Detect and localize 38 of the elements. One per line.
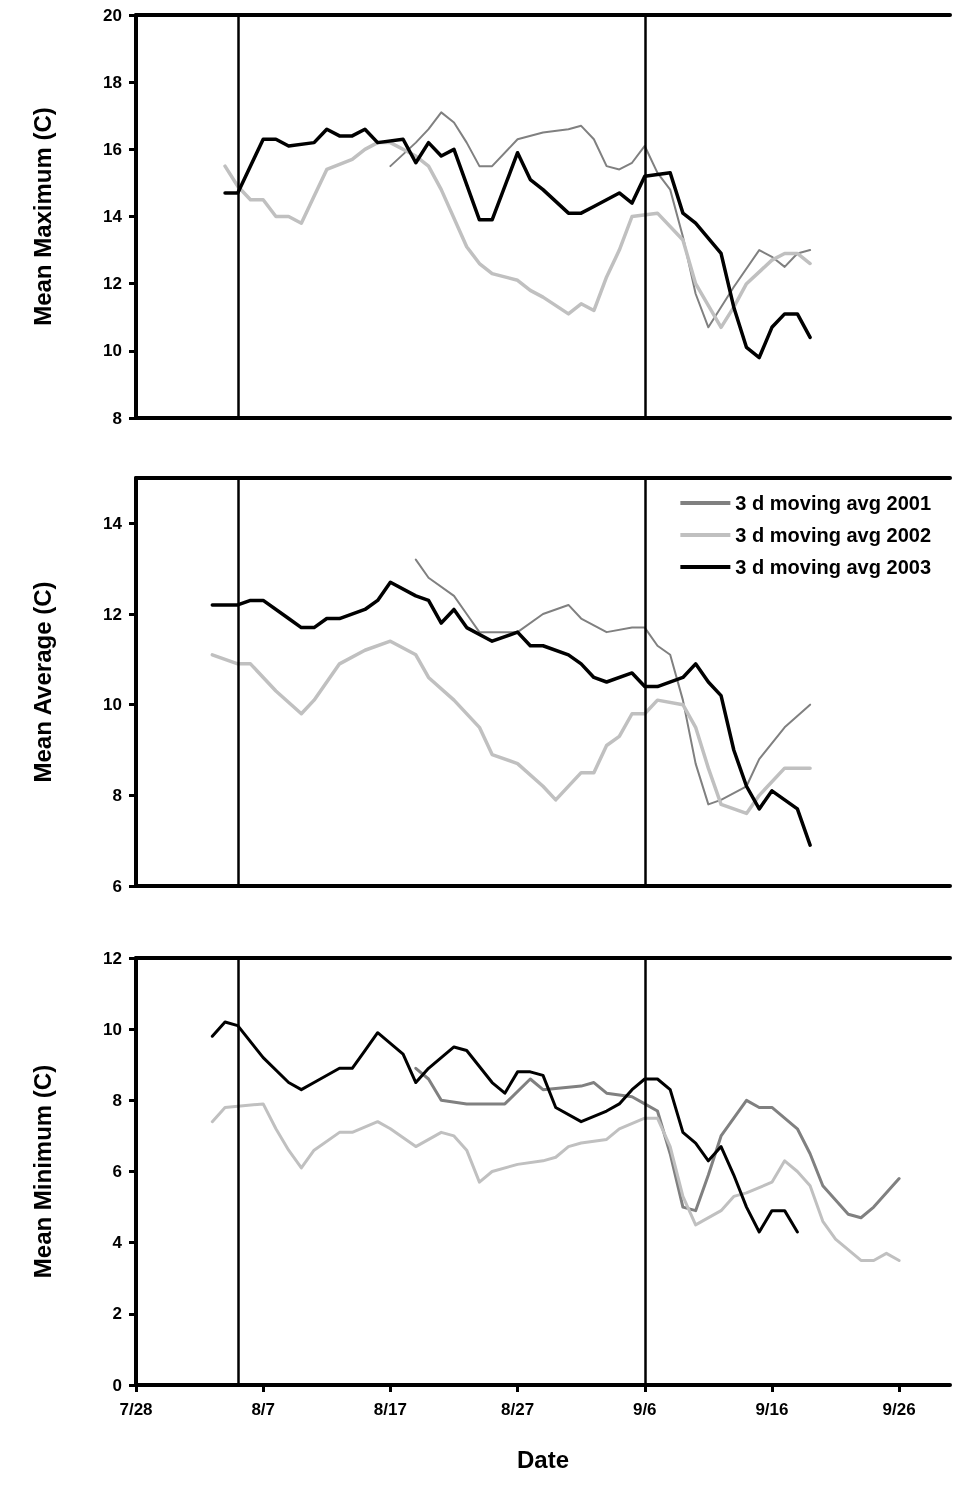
- y-tick-label: 8: [112, 1090, 122, 1110]
- y-tick-label: 12: [103, 274, 122, 294]
- line-series: [223, 140, 812, 330]
- x-tick-label: 9/6: [632, 1400, 657, 1419]
- x-tick-label: 9/16: [755, 1400, 789, 1419]
- y-tick-label: 10: [103, 695, 122, 715]
- y-axis-title: Mean Average (C): [28, 581, 56, 783]
- y-tick-label: 12: [103, 604, 122, 624]
- y-tick-label: 2: [112, 1304, 122, 1324]
- legend-label: 3 d moving avg 2003: [735, 556, 932, 578]
- y-tick-label: 16: [103, 139, 122, 159]
- y-tick-label: 8: [112, 785, 122, 805]
- x-tick-label: 8/27: [501, 1400, 535, 1419]
- x-tick-label: 7/28: [119, 1400, 153, 1419]
- x-axis-title: Date: [516, 1445, 570, 1473]
- y-tick-label: 4: [112, 1233, 123, 1253]
- legend-label: 3 d moving avg 2002: [735, 524, 932, 546]
- legend-label: 3 d moving avg 2001: [735, 492, 932, 514]
- y-tick-label: 20: [103, 5, 122, 25]
- y-tick-label: 12: [103, 948, 122, 968]
- y-tick-label: 10: [103, 341, 122, 361]
- y-tick-label: 6: [112, 876, 122, 896]
- line-series: [389, 111, 812, 329]
- line-series: [210, 639, 812, 816]
- y-tick-label: 14: [103, 207, 123, 226]
- x-tick-label: 8/17: [373, 1400, 407, 1419]
- x-tick-label: 9/26: [882, 1400, 916, 1419]
- y-tick-label: 18: [103, 72, 122, 92]
- y-tick-label: 0: [112, 1375, 122, 1395]
- y-axis-title: Mean Maximum (C): [28, 107, 56, 326]
- y-tick-label: 8: [112, 408, 122, 428]
- y-tick-label: 6: [112, 1162, 122, 1181]
- line-series: [210, 1102, 901, 1262]
- x-tick-label: 8/7: [251, 1400, 276, 1419]
- y-tick-label: 14: [103, 513, 123, 533]
- line-series: [414, 1066, 901, 1220]
- y-tick-label: 10: [103, 1019, 122, 1039]
- y-axis-title: Mean Minimum (C): [28, 1064, 56, 1279]
